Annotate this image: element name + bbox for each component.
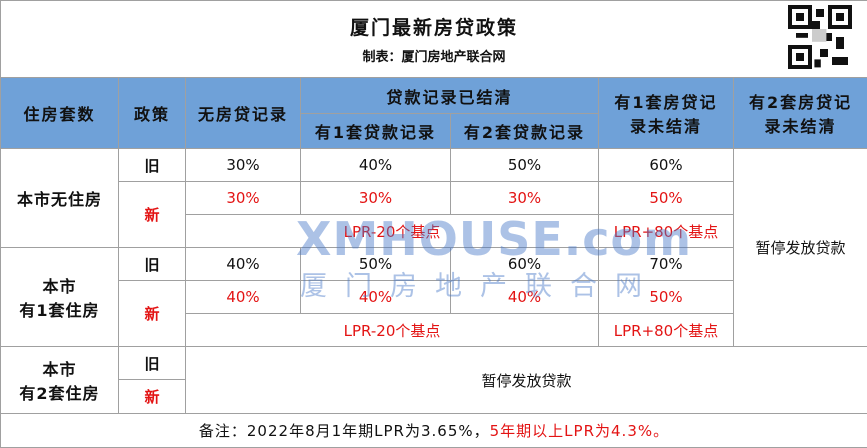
cell: 40% [301, 281, 451, 314]
label-line: 本市无住房 [1, 186, 118, 210]
rate-cell: LPR+80个基点 [599, 215, 734, 248]
cell: 50% [599, 182, 734, 215]
header-cell: 贷款记录已结清 [301, 78, 599, 114]
header-cell: 无房贷记录 [186, 78, 301, 149]
cell: 30% [301, 182, 451, 215]
policy-old: 旧 [119, 347, 186, 380]
header-cell: 有2套房贷记录未结清 [734, 78, 867, 149]
rate-cell: LPR-20个基点 [186, 215, 599, 248]
policy-new: 新 [119, 281, 186, 347]
cell: 40% [301, 149, 451, 182]
footnote: 备注：2022年8月1年期LPR为3.65%，5年期以上LPR为4.3%。 [1, 414, 867, 448]
cell: 50% [599, 281, 734, 314]
policy-new: 新 [119, 380, 186, 414]
group-label: 本市有1套住房 [1, 248, 119, 347]
label-line: 本市 [1, 273, 118, 297]
cell: 40% [186, 281, 301, 314]
group-label: 本市无住房 [1, 149, 119, 248]
cell: 30% [186, 149, 301, 182]
header-cell: 住房套数 [1, 78, 119, 149]
label-line: 本市 [1, 356, 118, 380]
policy-old: 旧 [119, 248, 186, 281]
cell: 70% [599, 248, 734, 281]
title: 厦门最新房贷政策 [1, 13, 867, 40]
header-cell: 有1套房贷记录未结清 [599, 78, 734, 149]
cell: 40% [451, 281, 599, 314]
header-cell: 有1套贷款记录 [301, 114, 451, 149]
subtitle: 制表：厦门房地产联合网 [1, 46, 867, 65]
cell: 30% [451, 182, 599, 215]
footnote-highlight: 5年期以上LPR为4.3%。 [490, 422, 669, 440]
qr-code [788, 5, 852, 69]
label-line: 有1套住房 [1, 297, 118, 321]
group-label: 本市有2套住房 [1, 347, 119, 414]
suspend-cell: 暂停发放贷款 [186, 347, 867, 414]
rate-cell: LPR+80个基点 [599, 314, 734, 347]
policy-new: 新 [119, 182, 186, 248]
cell: 60% [451, 248, 599, 281]
suspend-cell: 暂停发放贷款 [734, 149, 867, 347]
cell: 40% [186, 248, 301, 281]
label-line: 有2套住房 [1, 380, 118, 404]
footnote-text: 备注：2022年8月1年期LPR为3.65%， [199, 422, 490, 440]
cell: 30% [186, 182, 301, 215]
header-cell: 政策 [119, 78, 186, 149]
cell: 50% [451, 149, 599, 182]
cell: 50% [301, 248, 451, 281]
cell: 60% [599, 149, 734, 182]
rate-cell: LPR-20个基点 [186, 314, 599, 347]
title-cell: 厦门最新房贷政策 制表：厦门房地产联合网 [1, 1, 867, 78]
header-cell: 有2套贷款记录 [451, 114, 599, 149]
policy-old: 旧 [119, 149, 186, 182]
